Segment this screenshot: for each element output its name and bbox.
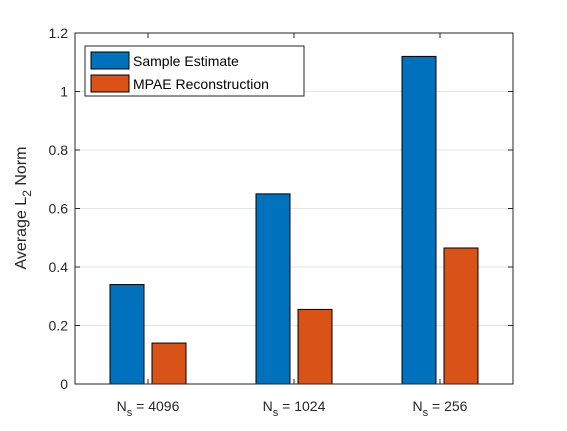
bar-mpae-reconstruction-1 [151,342,187,385]
bar-sample-estimate-1 [109,284,145,385]
bars [109,55,479,385]
y-tick-label: 1.2 [49,25,69,41]
y-tick-label: 0 [60,376,68,392]
x-tick-labels: Ns = 4096 Ns = 1024 Ns = 256 [117,398,468,419]
x-tick-label: Ns = 4096 [117,398,180,419]
y-tick-label: 0.8 [49,142,69,158]
y-axis-label: Average L2 Norm [13,147,34,270]
bar-mpae-reconstruction-3 [443,247,479,385]
bar-sample-estimate-3 [401,55,437,385]
legend-swatch-mpae-reconstruction [90,74,130,93]
y-tick-label: 1 [60,84,68,100]
bar-mpae-reconstruction-2 [297,308,333,385]
legend-label-sample-estimate: Sample Estimate [133,53,239,69]
legend-label-mpae-reconstruction: MPAE Reconstruction [133,76,269,92]
y-axis-label-rest: Norm [13,147,30,191]
y-tick-label: 0.6 [49,201,69,217]
bar-sample-estimate-2 [255,193,291,385]
y-axis-label-main: Average L [13,197,30,270]
y-tick-labels: 0 0.2 0.4 0.6 0.8 1 1.2 [49,25,69,392]
y-tick-label: 0.2 [49,318,69,334]
legend-swatch-sample-estimate [90,51,130,70]
y-gridlines [75,91,513,326]
x-tick-label: Ns = 256 [413,398,468,419]
y-axis-label-subscript: 2 [20,190,34,197]
tick-marks [75,32,513,385]
y-tick-label: 0.4 [49,259,69,275]
x-tick-label: Ns = 1024 [263,398,326,419]
legend: Sample Estimate MPAE Reconstruction [84,45,305,97]
